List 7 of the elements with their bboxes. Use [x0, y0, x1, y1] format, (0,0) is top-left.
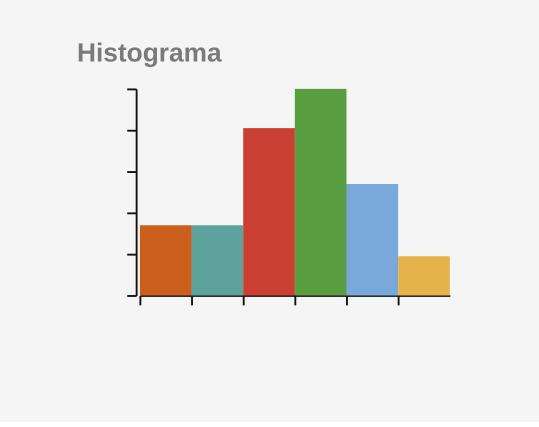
bar [346, 184, 398, 296]
chart-title: Histograma [77, 38, 222, 68]
bar [243, 128, 295, 296]
bar [294, 88, 346, 296]
bar [398, 256, 450, 296]
bar [192, 225, 244, 296]
bar [140, 225, 192, 296]
